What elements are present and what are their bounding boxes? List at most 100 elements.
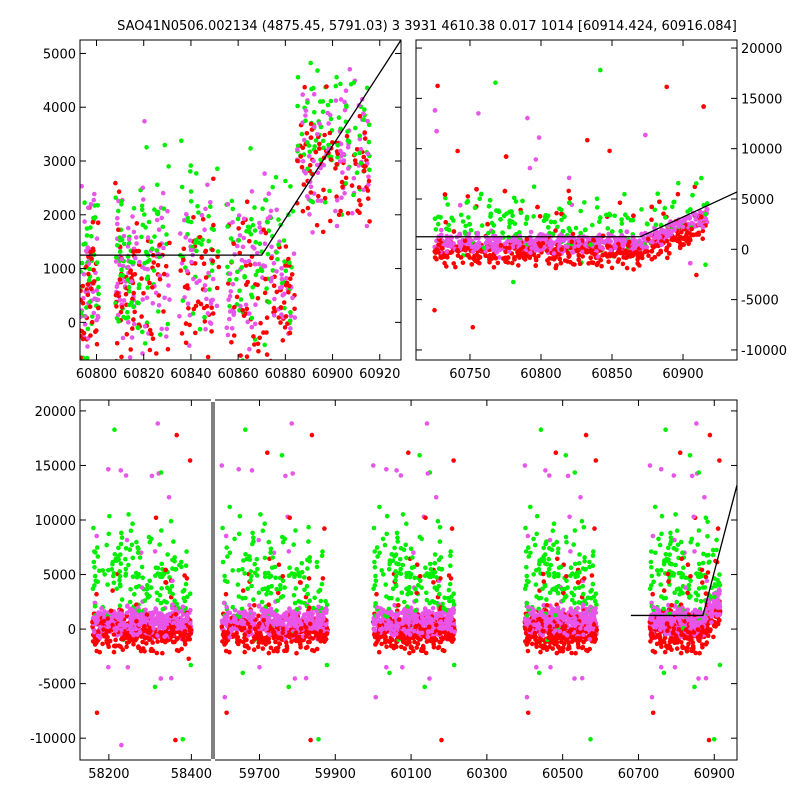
scatter-point: [679, 230, 684, 235]
scatter-point: [440, 246, 445, 251]
scatter-point: [101, 618, 107, 624]
scatter-point: [361, 117, 367, 122]
scatter-point: [339, 179, 345, 185]
scatter-point: [628, 217, 634, 223]
scatter-point: [333, 166, 338, 171]
scatter-point: [87, 299, 93, 305]
scatter-point: [241, 216, 247, 222]
scatter-point: [109, 618, 115, 624]
scatter-point: [353, 125, 358, 131]
clip-tr-marks: [416, 67, 737, 330]
scatter-point: [130, 249, 136, 254]
scatter-point: [537, 236, 543, 242]
scatter-point: [597, 219, 602, 225]
scatter-point: [701, 104, 706, 109]
scatter-point: [118, 468, 124, 473]
scatter-point: [130, 521, 135, 526]
scatter-point: [315, 132, 320, 137]
scatter-point: [689, 226, 694, 232]
scatter-point: [298, 154, 304, 159]
scatter-point: [487, 237, 492, 243]
scatter-point: [160, 190, 166, 196]
scatter-point: [664, 84, 669, 90]
scatter-point: [664, 247, 669, 253]
scatter-point: [134, 539, 139, 545]
scatter-point: [262, 635, 268, 641]
scatter-point: [403, 542, 409, 548]
scatter-point: [131, 260, 136, 265]
panel-tr-ytick-label: 10000: [741, 143, 782, 158]
scatter-point: [170, 578, 175, 584]
scatter-point: [609, 252, 615, 258]
scatter-point: [498, 243, 504, 248]
scatter-point: [183, 265, 188, 271]
scatter-point: [309, 86, 314, 92]
scatter-point: [433, 495, 439, 500]
scatter-point: [567, 196, 573, 201]
scatter-point: [167, 297, 172, 302]
scatter-point: [95, 579, 100, 585]
scatter-point: [202, 283, 208, 288]
scatter-point: [290, 209, 296, 214]
scatter-point: [488, 214, 493, 219]
panel-tl-xtick-label: 60840: [170, 367, 211, 382]
scatter-point: [157, 277, 163, 282]
scatter-point: [172, 567, 178, 572]
scatter-point: [592, 252, 597, 257]
scatter-point: [137, 555, 143, 560]
scatter-point: [220, 559, 226, 565]
scatter-point: [182, 284, 188, 290]
scatter-point: [624, 229, 630, 235]
scatter-point: [595, 254, 601, 259]
scatter-point: [560, 229, 566, 234]
scatter-point: [228, 627, 234, 633]
scatter-point: [174, 432, 179, 438]
scatter-point: [308, 135, 314, 140]
scatter-point: [364, 223, 370, 229]
scatter-point: [419, 585, 424, 590]
scatter-point: [159, 215, 164, 221]
scatter-point: [557, 243, 562, 248]
scatter-point: [261, 613, 267, 618]
scatter-point: [474, 187, 479, 192]
scatter-point: [92, 600, 98, 606]
scatter-point: [211, 176, 216, 182]
scatter-point: [326, 121, 331, 126]
scatter-point: [284, 640, 289, 645]
scatter-point: [559, 247, 564, 252]
scatter-point: [236, 238, 242, 243]
scatter-point: [225, 264, 230, 270]
scatter-point: [93, 329, 98, 335]
scatter-point: [361, 187, 366, 192]
scatter-point: [161, 245, 166, 251]
scatter-point: [94, 317, 99, 323]
scatter-point: [554, 263, 559, 268]
scatter-point: [345, 129, 350, 134]
scatter-point: [279, 276, 285, 282]
scatter-point: [320, 229, 326, 235]
scatter-point: [236, 531, 242, 537]
scatter-point: [81, 434, 86, 439]
scatter-point: [343, 175, 349, 181]
scatter-point: [260, 528, 266, 533]
scatter-point: [676, 180, 681, 186]
scatter-point: [87, 266, 92, 272]
scatter-point: [94, 236, 100, 241]
scatter-point: [80, 328, 83, 333]
scatter-point: [147, 636, 153, 642]
scatter-point: [129, 607, 134, 612]
scatter-point: [98, 611, 103, 616]
scatter-point: [238, 297, 244, 302]
scatter-point: [467, 241, 472, 247]
scatter-point: [97, 624, 103, 630]
scatter-point: [243, 263, 249, 268]
scatter-point: [161, 271, 167, 277]
scatter-point: [625, 215, 630, 220]
scatter-point: [356, 185, 362, 190]
scatter-point: [517, 241, 523, 247]
scatter-point: [194, 280, 199, 286]
scatter-point: [199, 242, 204, 247]
scatter-point: [307, 154, 312, 159]
scatter-point: [172, 559, 177, 564]
scatter-point: [117, 582, 123, 587]
